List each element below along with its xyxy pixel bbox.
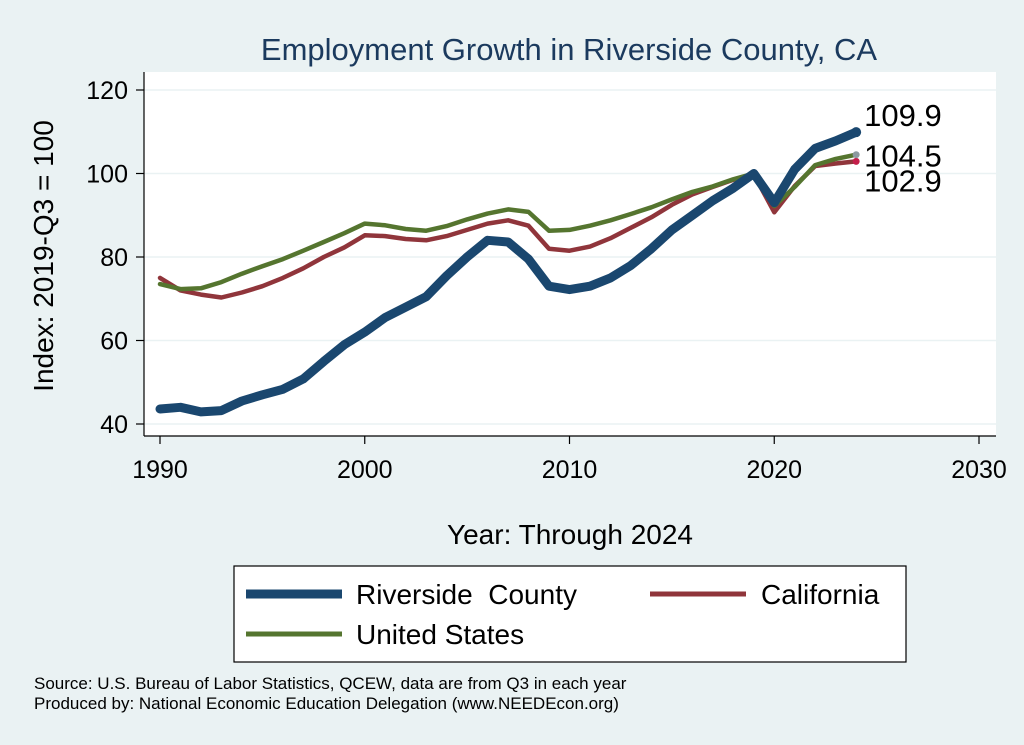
source-line: Source: U.S. Bureau of Labor Statistics,… [34,674,627,693]
y-tick-label: 80 [100,244,128,272]
series-line-united-states [157,152,859,292]
end-value-label: 104.5 [864,139,942,174]
x-ticks: 1990 2000 2010 2020 2030 [132,436,1007,484]
end-value-label: 109.9 [864,98,942,133]
legend: Riverside County California United States [246,579,880,650]
x-tick-label: 2010 [542,456,598,484]
end-value-label: 102.9 [864,163,942,198]
x-tick-label: 2020 [746,456,802,484]
chart-title: Employment Growth in Riverside County, C… [261,32,878,67]
x-tick-label: 2030 [951,456,1007,484]
x-tick-label: 2000 [337,456,393,484]
y-tick-label: 40 [100,411,128,439]
producer-line: Produced by: National Economic Education… [34,694,619,713]
x-tick-label: 1990 [132,456,188,484]
y-axis-label: Index: 2019-Q3 = 100 [28,120,59,392]
legend-label: California [761,579,880,610]
end-marker-1 [852,157,860,165]
x-axis-label: Year: Through 2024 [447,519,693,550]
series-lines [155,127,861,417]
legend-label: Riverside County [356,579,577,610]
y-tick-label: 60 [100,328,128,356]
end-marker-0 [851,127,862,138]
legend-box [233,565,907,663]
y-tick-label: 100 [86,161,128,189]
y-ticks: 40 60 80 100 120 [86,77,144,439]
series-line-riverside-county [155,127,861,417]
y-tick-label: 120 [86,77,128,105]
end-marker-2 [852,151,860,159]
legend-label: United States [356,619,524,650]
